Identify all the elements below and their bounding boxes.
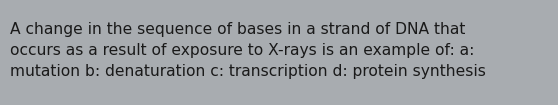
Text: A change in the sequence of bases in a strand of DNA that
occurs as a result of : A change in the sequence of bases in a s… [10,22,486,79]
